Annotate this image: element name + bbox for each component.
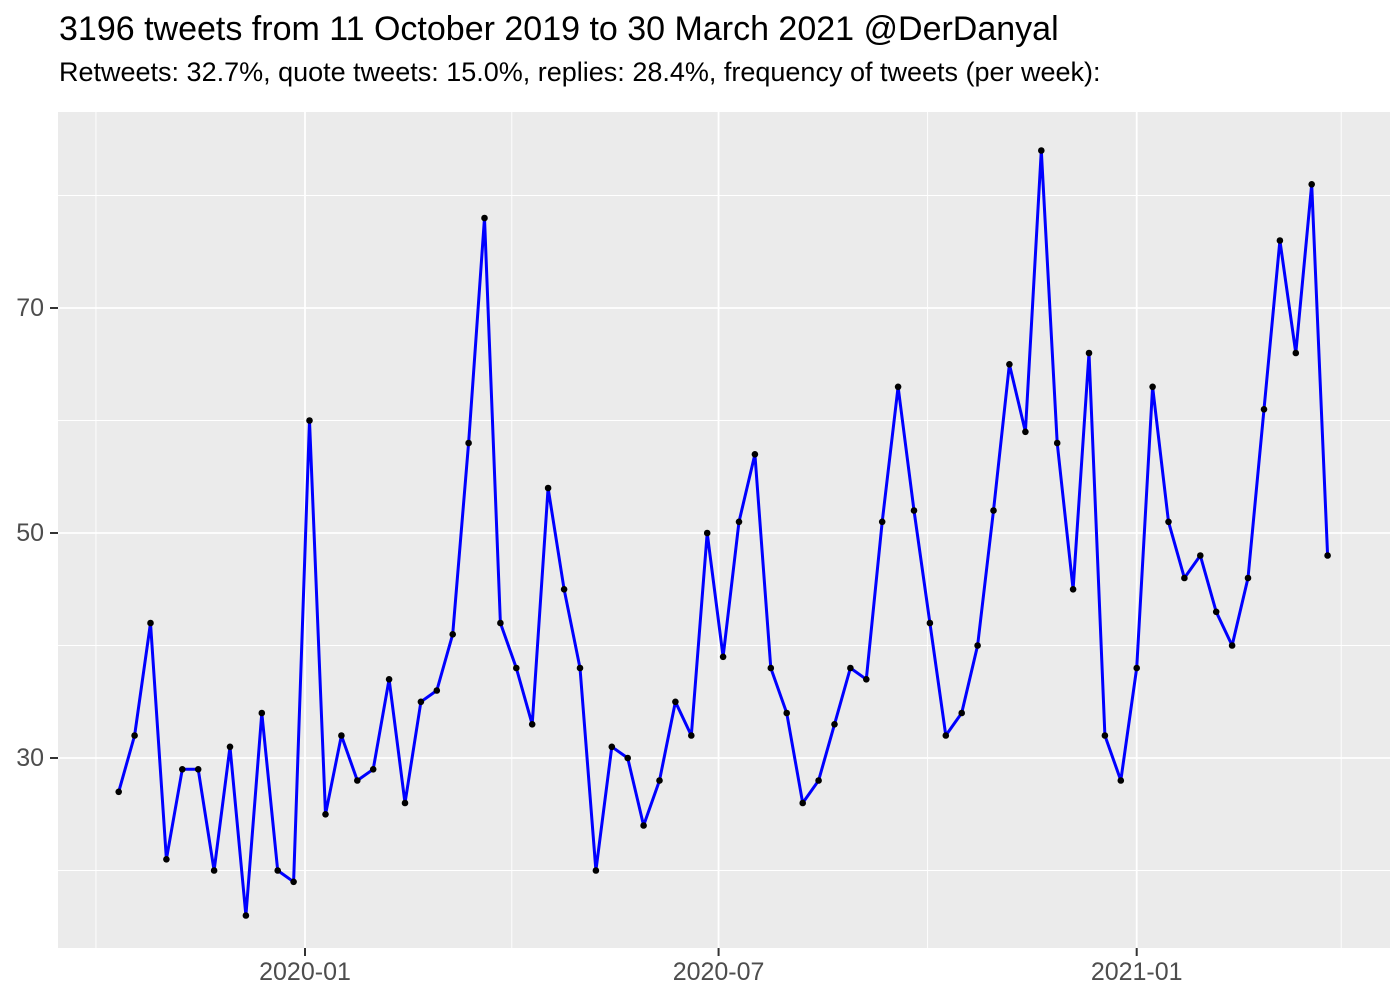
- chart-title: 3196 tweets from 11 October 2019 to 30 M…: [59, 10, 1059, 48]
- data-point: [608, 743, 616, 751]
- data-point: [1133, 664, 1140, 672]
- data-point: [369, 766, 377, 773]
- data-point: [1006, 361, 1013, 368]
- data-point: [926, 619, 934, 627]
- data-point: [242, 912, 250, 919]
- data-point: [1069, 586, 1077, 593]
- data-point: [576, 664, 584, 672]
- data-point: [942, 732, 950, 739]
- data-point: [767, 664, 775, 672]
- data-point: [147, 619, 154, 627]
- data-point: [688, 732, 695, 739]
- data-point: [1197, 552, 1204, 559]
- data-point: [1260, 406, 1268, 413]
- data-point: [306, 417, 313, 424]
- data-point: [719, 653, 727, 661]
- data-point: [703, 529, 711, 537]
- data-point: [1324, 552, 1331, 559]
- data-point: [179, 766, 186, 773]
- data-point: [878, 518, 886, 526]
- data-point: [1117, 777, 1125, 784]
- x-axis-tick-label: 2020-07: [672, 958, 765, 986]
- data-point: [974, 642, 981, 649]
- data-point: [497, 619, 504, 627]
- data-point: [194, 766, 202, 773]
- data-point: [1101, 732, 1109, 739]
- data-point: [513, 664, 520, 672]
- data-point: [831, 721, 838, 728]
- data-point: [163, 856, 170, 863]
- data-point: [624, 754, 631, 762]
- y-axis-tick-label: 70: [16, 293, 44, 322]
- data-point: [1085, 349, 1093, 357]
- data-point: [990, 507, 997, 514]
- data-point: [115, 788, 122, 796]
- data-point: [1053, 439, 1061, 447]
- data-point: [799, 799, 806, 807]
- data-point: [847, 664, 854, 672]
- data-point: [210, 867, 218, 874]
- data-point: [783, 709, 790, 717]
- data-point: [1165, 518, 1172, 526]
- data-point: [815, 777, 822, 784]
- x-axis-tick-label: 2020-01: [259, 958, 351, 986]
- data-point: [560, 586, 568, 593]
- data-point: [1212, 608, 1220, 616]
- data-point: [226, 743, 234, 751]
- data-point: [528, 721, 536, 728]
- data-point: [1038, 147, 1045, 154]
- data-point: [354, 777, 361, 784]
- data-point: [640, 822, 647, 829]
- data-point: [258, 709, 266, 717]
- data-point: [481, 214, 488, 222]
- data-point: [290, 878, 297, 886]
- data-point: [1022, 428, 1029, 436]
- data-point: [1276, 237, 1284, 244]
- data-point: [385, 676, 393, 683]
- data-point: [1244, 574, 1252, 582]
- data-point: [592, 867, 600, 874]
- data-point: [1228, 642, 1236, 649]
- data-point: [338, 732, 345, 739]
- y-axis-tick-label: 30: [16, 743, 44, 772]
- data-point: [863, 676, 870, 683]
- data-point: [735, 518, 743, 526]
- data-point: [544, 484, 552, 492]
- data-point: [401, 799, 409, 807]
- data-point: [958, 709, 965, 717]
- data-point: [894, 383, 902, 391]
- data-point: [1292, 349, 1300, 357]
- data-point: [1181, 574, 1188, 582]
- data-point: [131, 732, 138, 739]
- y-axis-tick-label: 50: [16, 518, 44, 547]
- data-point: [465, 439, 472, 447]
- x-axis-tick-label: 2021-01: [1090, 958, 1183, 986]
- data-point: [751, 451, 759, 458]
- data-point: [274, 867, 282, 874]
- data-point: [417, 698, 425, 706]
- plot-panel: [58, 112, 1390, 948]
- data-point: [449, 631, 457, 638]
- data-point: [672, 698, 679, 706]
- data-point: [910, 507, 918, 514]
- data-point: [656, 777, 663, 784]
- data-point: [433, 687, 441, 694]
- chart-subtitle: Retweets: 32.7%, quote tweets: 15.0%, re…: [59, 57, 1101, 87]
- data-point: [322, 811, 329, 818]
- data-point: [1149, 383, 1156, 391]
- data-point: [1308, 181, 1315, 188]
